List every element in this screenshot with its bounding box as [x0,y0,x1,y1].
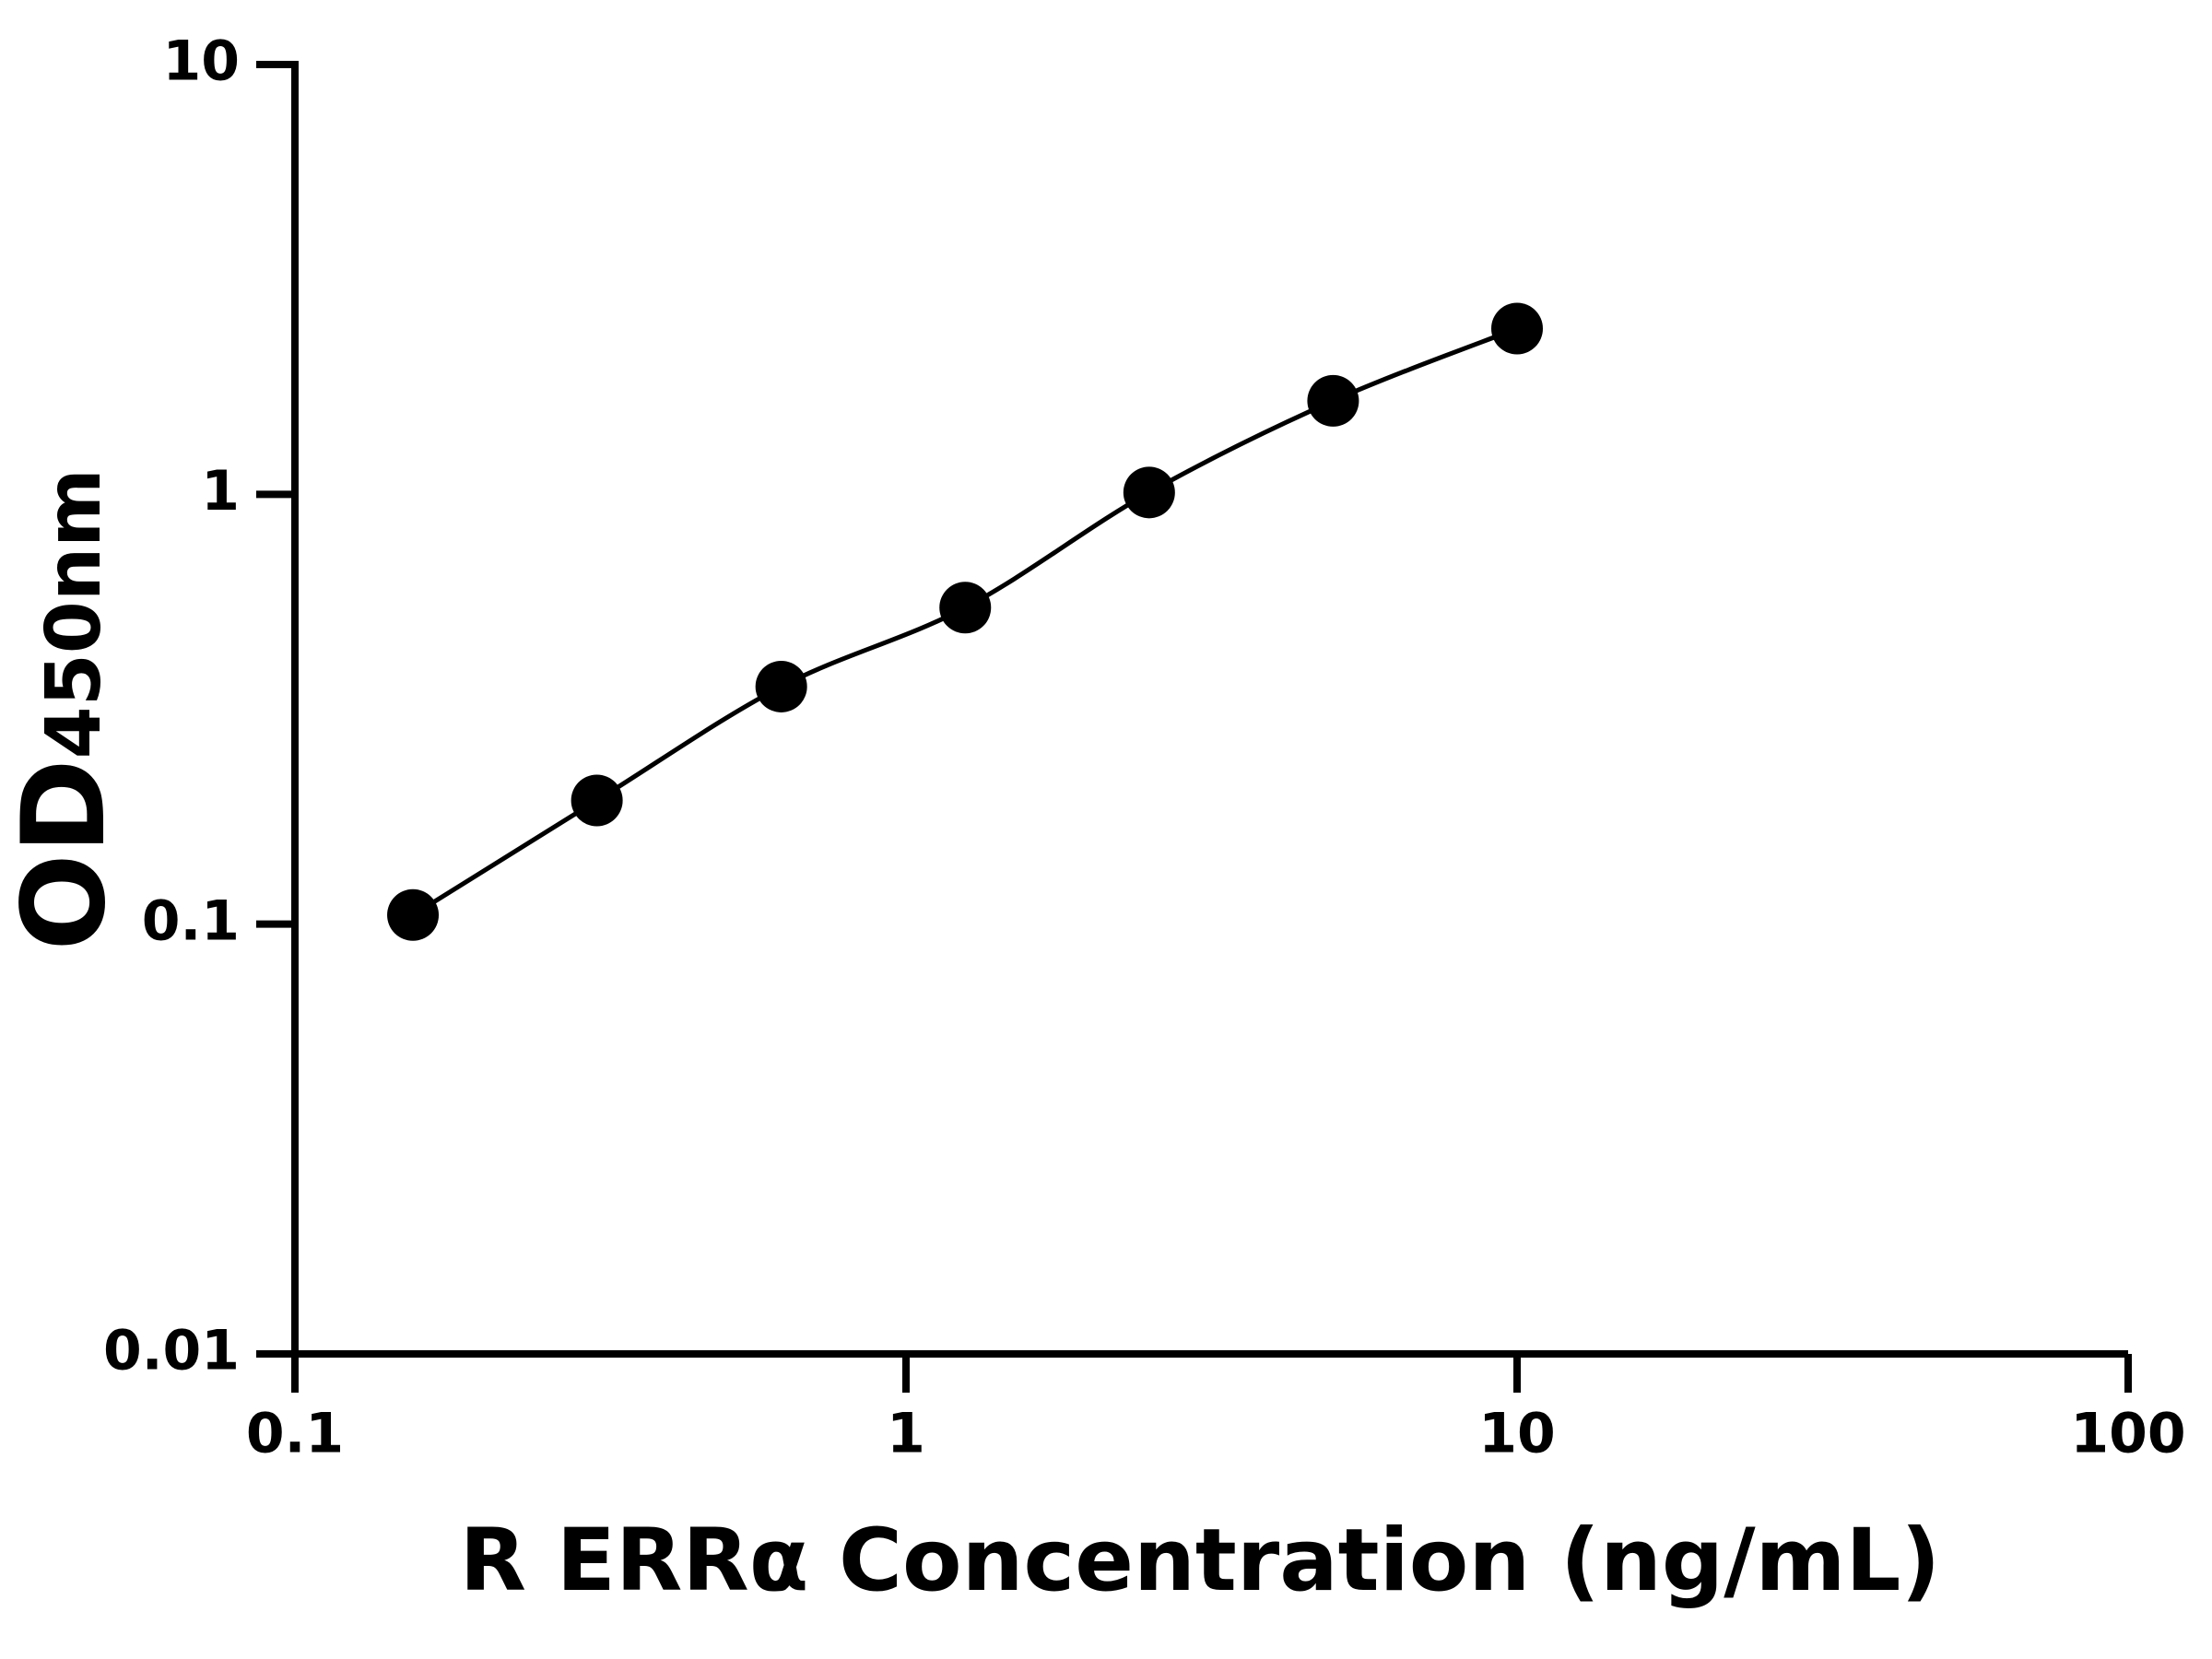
x-tick-label: 0.1 [246,1402,344,1466]
y-tick-label: 0.01 [103,1319,240,1383]
y-axis-title-subscript: 450nm [30,468,118,759]
y-tick-label: 0.1 [142,888,240,953]
data-point [939,582,992,634]
x-tick-label: 1 [887,1402,925,1466]
y-axis-title-group: OD450nm [0,468,131,950]
x-tick-label: 100 [2070,1402,2185,1466]
data-point [1491,302,1543,355]
y-tick-label: 10 [163,29,241,94]
y-tick-label: 1 [201,459,240,524]
y-axis-title: OD450nm [0,468,131,950]
data-point [571,774,623,827]
data-point [387,888,440,941]
data-point [1123,466,1175,519]
x-axis-title: R ERRα Concentration (ng/mL) [460,1511,1941,1611]
x-tick-label: 10 [1478,1402,1556,1466]
data-point [755,660,807,712]
y-axis-title-main: OD [0,759,131,950]
data-point [1307,374,1359,427]
